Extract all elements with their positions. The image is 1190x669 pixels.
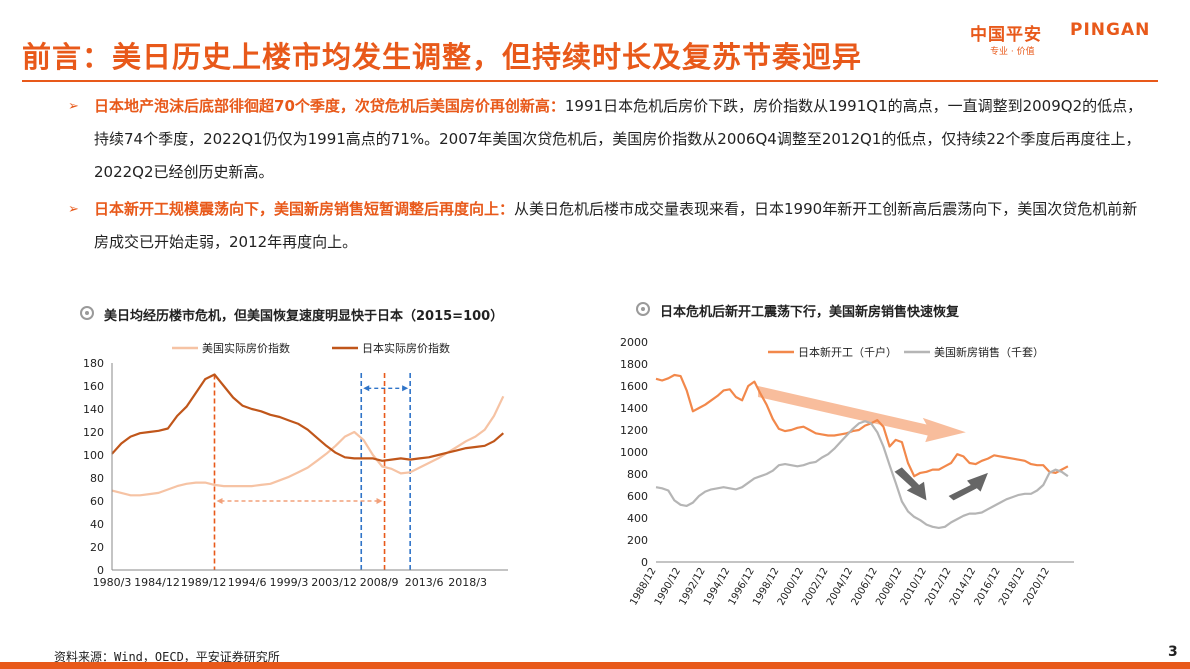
chart1-arrowhead-icon (216, 498, 223, 504)
chart1-y-tick-label: 60 (90, 495, 104, 508)
chart2-y-tick-label: 2000 (620, 336, 648, 349)
chart1-y-tick-label: 80 (90, 472, 104, 485)
chart1-y-tick-label: 20 (90, 541, 104, 554)
page-number: 3 (1168, 644, 1178, 660)
chart1-x-tick-label: 1994/6 (228, 576, 267, 589)
source-note: 资料来源：Wind，OECD，平安证券研究所 (54, 650, 280, 664)
chart1-y-tick-label: 40 (90, 518, 104, 531)
chart2-y-tick-label: 1000 (620, 446, 648, 459)
chart2-y-tick-label: 800 (627, 468, 648, 481)
chart1-y-tick-label: 160 (83, 380, 104, 393)
chart1-x-tick-label: 1984/12 (134, 576, 180, 589)
chart1-y-tick-label: 0 (97, 564, 104, 577)
chart2-series-line-us (655, 420, 1069, 529)
bullet-arrow-icon: ➢ (68, 99, 79, 114)
chart1-arrowhead-icon (363, 385, 370, 392)
chart1-arrowhead-icon (402, 385, 409, 392)
bullet-list: ➢ 日本地产泡沫后底部徘徊超70个季度，次贷危机后美国房价再创新高：1991日本… (68, 90, 1148, 263)
title-divider (22, 80, 1158, 82)
brand-logo-cn: 中国平安 (970, 25, 1042, 45)
chart1-legend-label: 美国实际房价指数 (202, 341, 290, 355)
chart1-x-tick-label: 1989/12 (181, 576, 227, 589)
chart1-x-tick-label: 1999/3 (270, 576, 309, 589)
brand-tagline: 专业 · 价值 (990, 47, 1035, 57)
chart-title-bullet-icon (636, 302, 650, 316)
chart1-series-line-japan (111, 373, 505, 462)
chart1-title: 美日均经历楼市危机，但美国恢复速度明显快于日本（2015=100） (104, 309, 504, 324)
bullet-highlight: 日本新开工规模震荡向下，美国新房销售短暂调整后再度向上： (94, 200, 515, 218)
bullet-item: ➢ 日本地产泡沫后底部徘徊超70个季度，次贷危机后美国房价再创新高：1991日本… (68, 90, 1148, 189)
chart1-x-tick-label: 1980/3 (93, 576, 132, 589)
chart2-y-tick-label: 1600 (620, 380, 648, 393)
chart1-series-line-us (111, 395, 505, 497)
chart1-y-tick-label: 100 (83, 449, 104, 462)
bullet-text: 从美日危机后楼市成交量表现来看，日本1990年新开工创新高后震荡向下，美国次贷危… (94, 200, 1138, 251)
bullet-item: ➢ 日本新开工规模震荡向下，美国新房销售短暂调整后再度向上：从美日危机后楼市成交… (68, 193, 1148, 259)
chart1-x-tick-label: 2018/3 (448, 576, 487, 589)
chart2-down-trend-arrow-icon (758, 386, 966, 443)
footer-bar (0, 662, 1190, 669)
chart2-legend-label: 日本新开工（千户） (798, 345, 897, 359)
chart2-y-tick-label: 400 (627, 512, 648, 525)
bullet-text: 1991日本危机后房价下跌，房价指数从1991Q1的高点，一直调整到2009Q2… (94, 97, 1143, 181)
brand-logo-en: PINGAN (1070, 20, 1151, 40)
chart1-legend-label: 日本实际房价指数 (362, 341, 450, 355)
chart1-x-tick-label: 2008/9 (360, 576, 399, 589)
chart2-series-line-japan (655, 373, 1069, 478)
chart2-svg: 0200400600800100012001400160018002000198… (620, 336, 1074, 607)
chart1-y-tick-label: 120 (83, 426, 104, 439)
chart2-y-tick-label: 1800 (620, 358, 648, 371)
chart1-arrowhead-icon (376, 498, 383, 504)
chart1-x-tick-label: 2013/6 (405, 576, 444, 589)
chart1-y-tick-label: 140 (83, 403, 104, 416)
chart2-y-tick-label: 1400 (620, 402, 648, 415)
chart1-x-tick-label: 2003/12 (311, 576, 357, 589)
chart2-small-down-arrow-icon (894, 467, 927, 501)
chart2-legend-label: 美国新房销售（千套） (934, 345, 1044, 359)
chart2-title: 日本危机后新开工震荡下行，美国新房销售快速恢复 (660, 305, 960, 320)
chart1-svg: 0 20 40 60 80 100 120 140 160 180 1980/3 1984/12 198… (83, 341, 508, 589)
chart2-small-up-arrow-icon (948, 472, 988, 501)
chart1-y-tick-label: 180 (83, 357, 104, 370)
page-title: 前言：美日历史上楼市均发生调整，但持续时长及复苏节奏迥异 (22, 40, 863, 74)
bullet-arrow-icon: ➢ (68, 202, 79, 217)
chart2-y-tick-label: 1200 (620, 424, 648, 437)
chart2-y-tick-label: 0 (641, 556, 648, 569)
chart-title-bullet-icon (80, 306, 94, 320)
bullet-highlight: 日本地产泡沫后底部徘徊超70个季度，次贷危机后美国房价再创新高： (94, 97, 565, 115)
chart2-y-tick-label: 600 (627, 490, 648, 503)
chart2-y-tick-label: 200 (627, 534, 648, 547)
